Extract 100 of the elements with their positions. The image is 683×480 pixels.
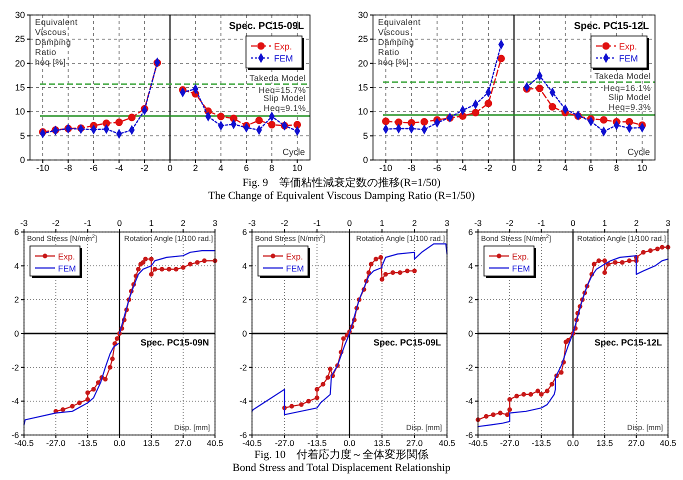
- x-tick-label: -8: [64, 163, 72, 173]
- x2-tick-label: -1: [313, 218, 322, 228]
- y-tick-label: 0: [242, 328, 248, 338]
- text: The Change of Equivalent Viscous Damping Ratio (R=1/50): [208, 190, 476, 202]
- x-tick-label: 40.5: [206, 438, 224, 448]
- x-tick-label: 27.0: [406, 438, 424, 448]
- y-tick-label: 5: [362, 130, 368, 141]
- x2-tick-label: 2: [634, 218, 639, 228]
- x2-tick-label: -1: [538, 218, 546, 228]
- text: Bond Stress and Total Displacement Relationship: [232, 462, 452, 474]
- x2-tick-label: 0: [347, 218, 352, 228]
- x-tick-label: -40.5: [468, 438, 488, 448]
- x-tick-label: 27.0: [174, 438, 192, 448]
- x2-tick-label: -2: [52, 218, 60, 228]
- text: Spec. PC15-12L: [574, 21, 649, 32]
- y-axis-title: Equivalent Viscous Damping Ratio heq [%]: [378, 17, 422, 67]
- x-tick-label: 10: [637, 163, 648, 173]
- x-tick-label: -13.5: [78, 438, 98, 448]
- y-tick-label: 2: [242, 294, 248, 305]
- legend-label: Exp.: [274, 42, 292, 52]
- x-tick-label: 27.0: [628, 438, 645, 448]
- ref-line-label: Slip Model Heq=9.3%: [608, 92, 652, 112]
- text: Spec. PC15-12L: [594, 338, 662, 348]
- y-tick-label: -6: [239, 430, 248, 440]
- x-tick-label: -27.0: [274, 438, 294, 448]
- x-tick-label: 0: [167, 163, 173, 173]
- x-tick-label: -10: [379, 163, 392, 173]
- x-tick-label: 40.5: [438, 438, 456, 448]
- ref-line-label: Takeda Model Heq=16.1%: [594, 71, 652, 94]
- y-tick-label: -4: [465, 396, 474, 406]
- x-tick-label: 8: [269, 163, 274, 173]
- legend-label: FEM: [286, 264, 304, 274]
- x-tick-label: 6: [588, 163, 594, 173]
- legend-label: Exp.: [286, 252, 304, 262]
- y-tick-label: 6: [242, 227, 248, 237]
- y-tick-label: 10: [358, 106, 368, 117]
- x-tick-label: -2: [484, 163, 492, 173]
- x2-tick-label: 3: [212, 218, 218, 228]
- x-tick-label: 4: [218, 163, 224, 173]
- x2-tick-label: 1: [602, 218, 608, 228]
- text: Spec. PC15-09N: [140, 338, 209, 348]
- x-tick-label: -27.0: [500, 438, 520, 448]
- y-tick-label: 25: [14, 34, 25, 44]
- y-tick-label: 20: [14, 58, 25, 68]
- x2-tick-label: -3: [248, 218, 256, 228]
- x2-tick-label: 3: [666, 218, 671, 228]
- y-tick-label: 15: [358, 82, 368, 92]
- x-tick-label: -10: [36, 163, 50, 173]
- y-tick-label: 30: [358, 10, 368, 20]
- legend-label: FEM: [619, 54, 638, 64]
- y-axis-title: Equivalent Viscous Damping Ratio heq [%]: [35, 17, 78, 67]
- x-tick-label: 0.0: [114, 438, 126, 448]
- y-tick-label: -4: [239, 396, 248, 406]
- x-tick-label: -2: [140, 163, 149, 173]
- y-tick-label: -2: [239, 362, 248, 372]
- x2-tick-label: -2: [280, 218, 289, 228]
- x2-tick-label: -2: [506, 218, 514, 228]
- legend-label: Exp.: [619, 42, 638, 52]
- caption: Fig. 10 付着応力度～全体変形関係: [254, 448, 429, 461]
- x-tick-label: -4: [115, 163, 124, 173]
- y-tick-label: 20: [358, 58, 368, 68]
- y-tick-label: 0: [362, 155, 368, 165]
- x-tick-label: 10: [292, 163, 302, 173]
- y-tick-label: -6: [465, 430, 474, 440]
- y-tick-label: 4: [14, 260, 20, 271]
- x2-tick-label: 1: [380, 218, 385, 228]
- x2-tick-label: -3: [20, 218, 28, 228]
- ref-line-label: Takeda Model Heq=15.7%: [249, 73, 306, 96]
- legend-label: Exp.: [58, 252, 76, 262]
- x-tick-label: 13.5: [143, 438, 160, 448]
- x-tick-label: 8: [614, 163, 620, 173]
- y-tick-label: -2: [11, 362, 20, 372]
- x2-tick-label: 0: [570, 218, 576, 228]
- x-tick-label: -8: [407, 163, 416, 173]
- x-tick-label: 13.5: [374, 438, 391, 448]
- x2-tick-label: 2: [180, 218, 186, 228]
- x-tick-label: -6: [90, 163, 98, 173]
- x-tick-label: -27.0: [46, 438, 66, 448]
- y-tick-label: 0: [468, 328, 474, 338]
- x2-tick-label: -1: [84, 218, 92, 228]
- x-tick-label: -6: [433, 163, 442, 173]
- legend-label: FEM: [512, 264, 530, 274]
- text: Spec. PC15-09L: [228, 21, 304, 32]
- y-tick-label: -6: [11, 430, 20, 440]
- y-tick-label: 30: [14, 10, 25, 20]
- y-tick-label: 4: [242, 260, 248, 271]
- x-tick-label: 4: [562, 163, 568, 173]
- y-tick-label: -2: [465, 362, 474, 372]
- y-tick-label: 5: [20, 130, 25, 141]
- y-tick-label: 2: [468, 294, 474, 305]
- legend-label: Exp.: [512, 252, 530, 262]
- text: Spec. PC15-09L: [373, 338, 442, 348]
- y-tick-label: 10: [14, 106, 25, 117]
- x-tick-label: -13.5: [532, 438, 552, 448]
- legend-label: FEM: [274, 54, 293, 64]
- y-tick-label: -4: [11, 396, 20, 406]
- y-tick-label: 2: [14, 294, 20, 305]
- legend-label: FEM: [58, 264, 76, 274]
- x-tick-label: -40.5: [242, 438, 262, 448]
- y-tick-label: 0: [14, 328, 20, 338]
